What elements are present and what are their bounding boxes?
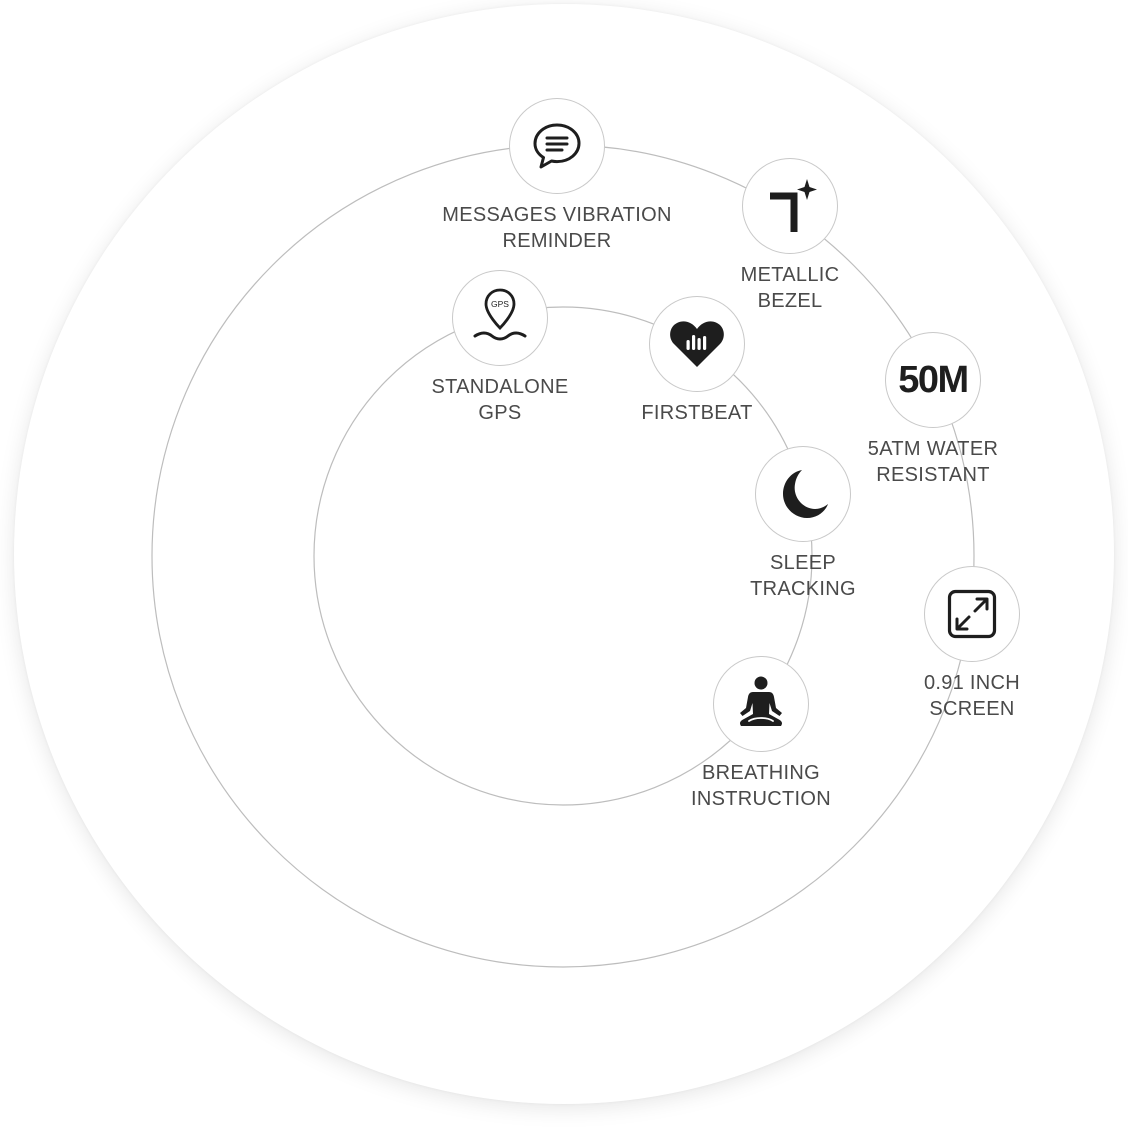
bezel-badge: [742, 158, 838, 254]
water-depth-icon: 50M: [898, 358, 969, 401]
bezel-sparkle-icon: [770, 179, 817, 232]
expand-arrows-icon: [947, 589, 997, 639]
firstbeat-badge: [649, 296, 745, 392]
water-label: 5ATM WATER RESISTANT: [867, 438, 999, 486]
messages-label: MESSAGES VIBRATION REMINDER: [442, 204, 672, 252]
gps-icon-text: GPS: [491, 299, 509, 309]
gps-label: STANDALONE GPS: [431, 376, 569, 424]
speech-bubble-icon: [533, 123, 581, 169]
water-badge: 50M: [885, 332, 981, 428]
gps-badge: GPS: [452, 270, 548, 366]
meditation-icon: [740, 676, 782, 726]
breathing-label: BREATHING INSTRUCTION: [691, 762, 831, 810]
screen-badge: [924, 566, 1020, 662]
moon-icon: [783, 470, 828, 518]
heart-rate-icon: [670, 321, 724, 367]
sleep-label: SLEEP TRACKING: [750, 552, 856, 600]
bezel-label: METALLIC BEZEL: [740, 264, 840, 312]
breathing-badge: [713, 656, 809, 752]
gps-pin-icon: GPS: [473, 288, 527, 341]
sleep-badge: [755, 446, 851, 542]
inner-orbit-ring: [313, 306, 813, 806]
screen-label: 0.91 INCH SCREEN: [923, 672, 1021, 720]
firstbeat-label: FIRSTBEAT: [641, 402, 753, 424]
messages-badge: [509, 98, 605, 194]
